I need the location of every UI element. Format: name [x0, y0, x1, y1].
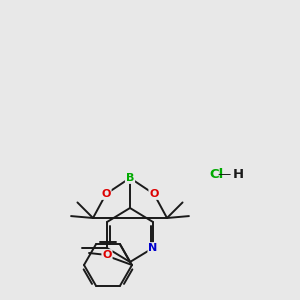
- Text: O: O: [149, 189, 159, 199]
- Text: —: —: [218, 169, 231, 182]
- Text: O: O: [101, 189, 111, 199]
- Text: O: O: [102, 250, 112, 260]
- Text: H: H: [233, 169, 244, 182]
- Text: N: N: [148, 243, 158, 253]
- Text: B: B: [126, 173, 134, 183]
- Text: Cl: Cl: [209, 169, 223, 182]
